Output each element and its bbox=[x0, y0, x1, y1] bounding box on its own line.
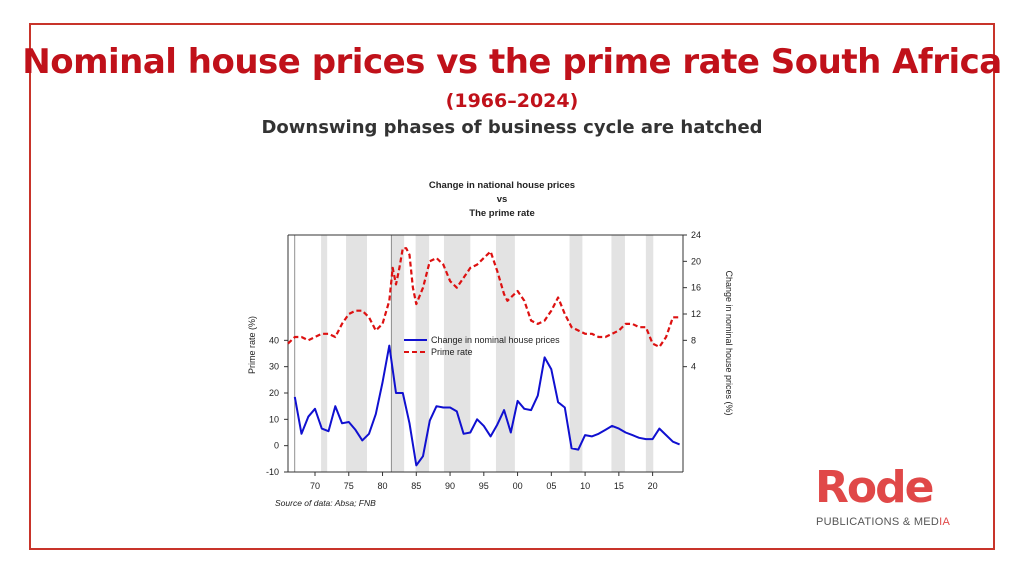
left-tick-label-40: 40 bbox=[269, 335, 279, 345]
left-tick-label--10: -10 bbox=[266, 467, 279, 477]
right-tick-label-4: 4 bbox=[691, 362, 696, 372]
left-axis-label: Prime rate (%) bbox=[247, 316, 257, 374]
x-tick-label-05: 05 bbox=[546, 481, 556, 491]
right-tick-label-12: 12 bbox=[691, 309, 701, 319]
x-tick-label-80: 80 bbox=[378, 481, 388, 491]
slide-title: Nominal house prices vs the prime rate S… bbox=[22, 42, 1002, 82]
legend-label-1: Change in nominal house prices bbox=[431, 335, 560, 345]
left-tick-label-10: 10 bbox=[269, 414, 279, 424]
right-tick-label-20: 20 bbox=[691, 256, 701, 266]
downswing-band-8 bbox=[611, 235, 625, 472]
downswing-band-9 bbox=[645, 235, 654, 472]
downswing-band-1 bbox=[321, 235, 328, 472]
logo-tagline-accent: IA bbox=[939, 516, 951, 528]
x-tick-label-95: 95 bbox=[479, 481, 489, 491]
x-tick-label-15: 15 bbox=[614, 481, 624, 491]
legend-label-2: Prime rate bbox=[431, 347, 473, 357]
right-tick-label-16: 16 bbox=[691, 283, 701, 293]
slide-subtitle: Downswing phases of business cycle are h… bbox=[261, 117, 763, 138]
chart-title-line-1: Change in national house prices bbox=[429, 180, 575, 191]
chart-source: Source of data: Absa; FNB bbox=[275, 498, 376, 508]
right-tick-label-8: 8 bbox=[691, 335, 696, 345]
left-tick-label-0: 0 bbox=[274, 441, 279, 451]
x-tick-label-90: 90 bbox=[445, 481, 455, 491]
logo-wordmark: Rode bbox=[815, 462, 934, 513]
right-axis-label: Change in nominal house prices (%) bbox=[724, 270, 734, 415]
downswing-band-2 bbox=[346, 235, 367, 472]
chart-title-line-2: vs bbox=[497, 194, 508, 205]
logo-tagline-main: PUBLICATIONS & MED bbox=[816, 516, 940, 528]
right-tick-label-24: 24 bbox=[691, 230, 701, 240]
x-tick-label-75: 75 bbox=[344, 481, 354, 491]
rode-logo: Rode PUBLICATIONS & MEDIA bbox=[815, 462, 985, 530]
downswing-band-4 bbox=[415, 235, 430, 472]
logo-tagline: PUBLICATIONS & MEDIA bbox=[816, 516, 950, 528]
x-tick-label-70: 70 bbox=[310, 481, 320, 491]
downswing-band-7 bbox=[569, 235, 583, 472]
downswing-band-3 bbox=[391, 235, 405, 472]
house-price-change-line bbox=[293, 344, 680, 467]
x-tick-label-85: 85 bbox=[411, 481, 421, 491]
chart-title-line-3: The prime rate bbox=[469, 208, 534, 219]
slide-frame bbox=[29, 23, 995, 550]
prime-rate-line bbox=[287, 247, 680, 348]
x-tick-label-10: 10 bbox=[580, 481, 590, 491]
left-tick-label-20: 20 bbox=[269, 388, 279, 398]
left-tick-label-30: 30 bbox=[269, 362, 279, 372]
slide-years: (1966–2024) bbox=[445, 90, 579, 112]
x-tick-label-20: 20 bbox=[648, 481, 658, 491]
downswing-band-6 bbox=[495, 235, 515, 472]
x-tick-label-00: 00 bbox=[513, 481, 523, 491]
